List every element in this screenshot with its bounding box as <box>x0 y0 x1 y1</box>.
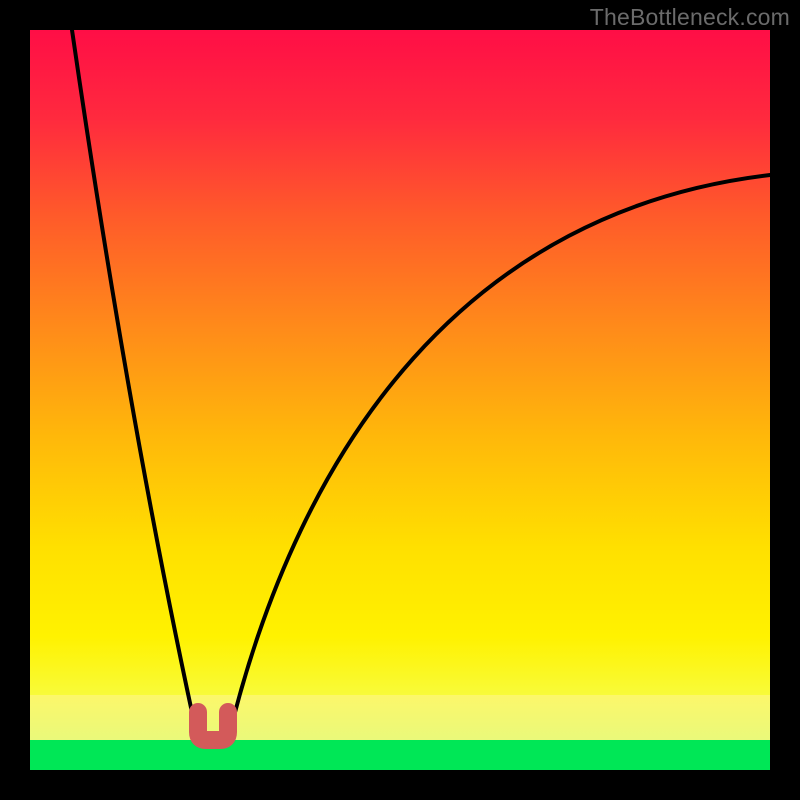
chart-background-gradient <box>30 30 770 770</box>
chart-stage: TheBottleneck.com <box>0 0 800 800</box>
chart-svg <box>0 0 800 800</box>
chart-yellow-band <box>30 695 770 740</box>
watermark-text: TheBottleneck.com <box>590 4 790 31</box>
chart-green-band <box>30 740 770 770</box>
